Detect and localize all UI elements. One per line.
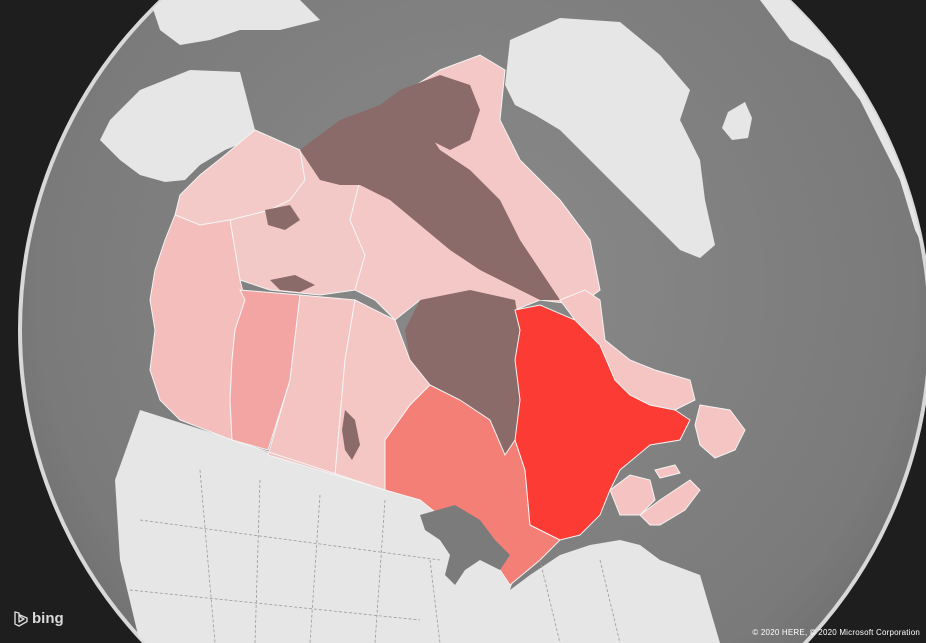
hudson-bay-water	[405, 290, 520, 455]
arctic-channel-water-2	[400, 75, 480, 150]
great-bear-lake-water	[265, 205, 300, 230]
region-nova-scotia[interactable]	[639, 479, 701, 526]
alaska-land[interactable]	[100, 70, 255, 182]
region-prince-edward-island[interactable]	[654, 464, 681, 479]
great-slave-lake-water	[270, 275, 315, 292]
siberia-land[interactable]	[150, 0, 320, 45]
globe-rim	[18, 0, 926, 643]
us-state-borders	[129, 469, 621, 643]
lake-winnipeg-water	[342, 410, 360, 460]
bing-logo-text: bing	[32, 610, 64, 627]
region-newfoundland-island[interactable]	[694, 404, 746, 459]
great-lakes-water	[420, 505, 510, 585]
bing-logo: bing	[14, 610, 64, 627]
greenland-land[interactable]	[505, 18, 715, 258]
bing-logo-icon	[14, 610, 28, 627]
province-borders	[231, 439, 386, 491]
region-new-brunswick[interactable]	[609, 474, 656, 516]
map-attribution[interactable]: © 2020 HERE, © 2020 Microsoft Corporatio…	[752, 628, 920, 637]
arctic-channels-water	[300, 90, 560, 300]
region-newfoundland-labrador[interactable]	[559, 289, 696, 411]
united-states-land[interactable]	[115, 410, 720, 643]
iceland-land[interactable]	[722, 102, 752, 140]
